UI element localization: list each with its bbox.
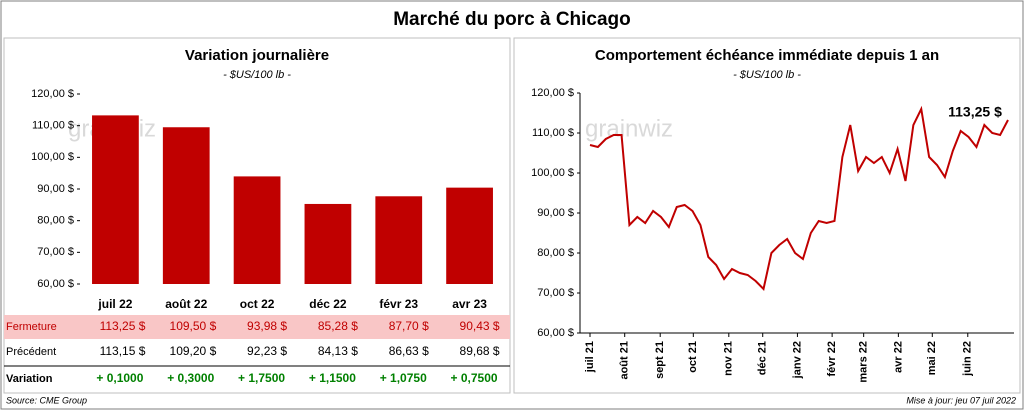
y-tick-label: 60,00 $ (37, 278, 74, 290)
x-tick-label: juil 22 (97, 297, 132, 311)
x-tick-label: févr 22 (826, 341, 838, 376)
close-value: 113,25 $ (100, 319, 146, 333)
y-tick-label: 100,00 $ (531, 167, 574, 179)
bar (92, 115, 139, 284)
row-label: Variation (6, 373, 53, 385)
x-tick-label: déc 21 (757, 341, 769, 375)
variation-value: + 0,3000 (167, 371, 214, 385)
x-tick-label: avr 23 (452, 297, 487, 311)
x-tick-label: sept 21 (654, 341, 666, 379)
x-tick-label: avr 22 (892, 341, 904, 373)
x-tick-label: oct 21 (687, 341, 699, 373)
source: Source: CME Group (6, 395, 87, 405)
y-tick-label: 110,00 $ (532, 127, 574, 139)
y-tick-label: 120,00 $ (531, 87, 574, 99)
y-tick-label: 80,00 $ (37, 215, 74, 227)
y-tick-label: 80,00 $ (537, 247, 574, 259)
close-value: 90,43 $ (460, 319, 500, 333)
close-row-bg (4, 315, 510, 339)
price-line (589, 105, 1009, 292)
variation-value: + 0,1000 (96, 371, 143, 385)
previous-value: 113,15 $ (100, 344, 146, 358)
y-tick-label: 70,00 $ (537, 287, 574, 299)
previous-value: 109,20 $ (170, 344, 217, 358)
bar (233, 176, 281, 284)
previous-value: 86,63 $ (389, 344, 429, 358)
variation-value: + 1,1500 (309, 371, 356, 385)
x-tick-label: août 21 (619, 341, 631, 380)
line-subtitle: - $US/100 lb - (733, 69, 801, 81)
previous-value: 92,23 $ (247, 344, 287, 358)
y-tick-label: 90,00 $ (37, 183, 74, 195)
row-label: Précédent (6, 346, 56, 358)
previous-value: 89,68 $ (460, 344, 500, 358)
watermark: grainwiz (585, 115, 673, 142)
close-value: 85,28 $ (318, 319, 358, 333)
close-value: 109,50 $ (170, 319, 217, 333)
x-tick-label: févr 23 (379, 297, 418, 311)
x-tick-label: mars 22 (858, 341, 870, 383)
x-tick-label: déc 22 (309, 297, 347, 311)
variation-value: + 0,7500 (451, 371, 498, 385)
right-panel (513, 37, 1021, 394)
bar (375, 196, 423, 284)
bar (304, 203, 352, 284)
page-title: Marché du porc à Chicago (393, 9, 631, 30)
close-value: 87,70 $ (389, 319, 429, 333)
updated: Mise à jour: jeu 07 juil 2022 (906, 395, 1016, 405)
x-tick-label: mai 22 (926, 341, 938, 375)
y-tick-label: 90,00 $ (537, 207, 574, 219)
x-tick-label: août 22 (165, 297, 207, 311)
row-label: Fermeture (6, 321, 57, 333)
left-panel (3, 37, 511, 394)
x-tick-label: oct 22 (240, 297, 275, 311)
close-value: 93,98 $ (247, 319, 287, 333)
x-tick-label: janv 22 (791, 341, 803, 379)
y-tick-label: 120,00 $ (31, 88, 74, 100)
x-tick-label: nov 21 (723, 341, 735, 376)
variation-value: + 1,7500 (238, 371, 285, 385)
previous-value: 84,13 $ (318, 344, 358, 358)
line-title: Comportement échéance immédiate depuis 1… (595, 47, 939, 64)
x-tick-label: juin 22 (962, 341, 974, 377)
y-tick-label: 100,00 $ (31, 151, 74, 163)
bar (446, 187, 493, 284)
bar-subtitle: - $US/100 lb - (223, 69, 291, 81)
end-annotation: 113,25 $ (948, 104, 1002, 120)
x-tick-label: juil 21 (584, 341, 596, 373)
variation-value: + 1,0750 (380, 371, 427, 385)
y-tick-label: 60,00 $ (537, 327, 574, 339)
y-tick-label: 70,00 $ (37, 246, 74, 258)
y-tick-label: 110,00 $ (32, 120, 74, 132)
bar-title: Variation journalière (185, 47, 329, 64)
bar (162, 127, 210, 284)
